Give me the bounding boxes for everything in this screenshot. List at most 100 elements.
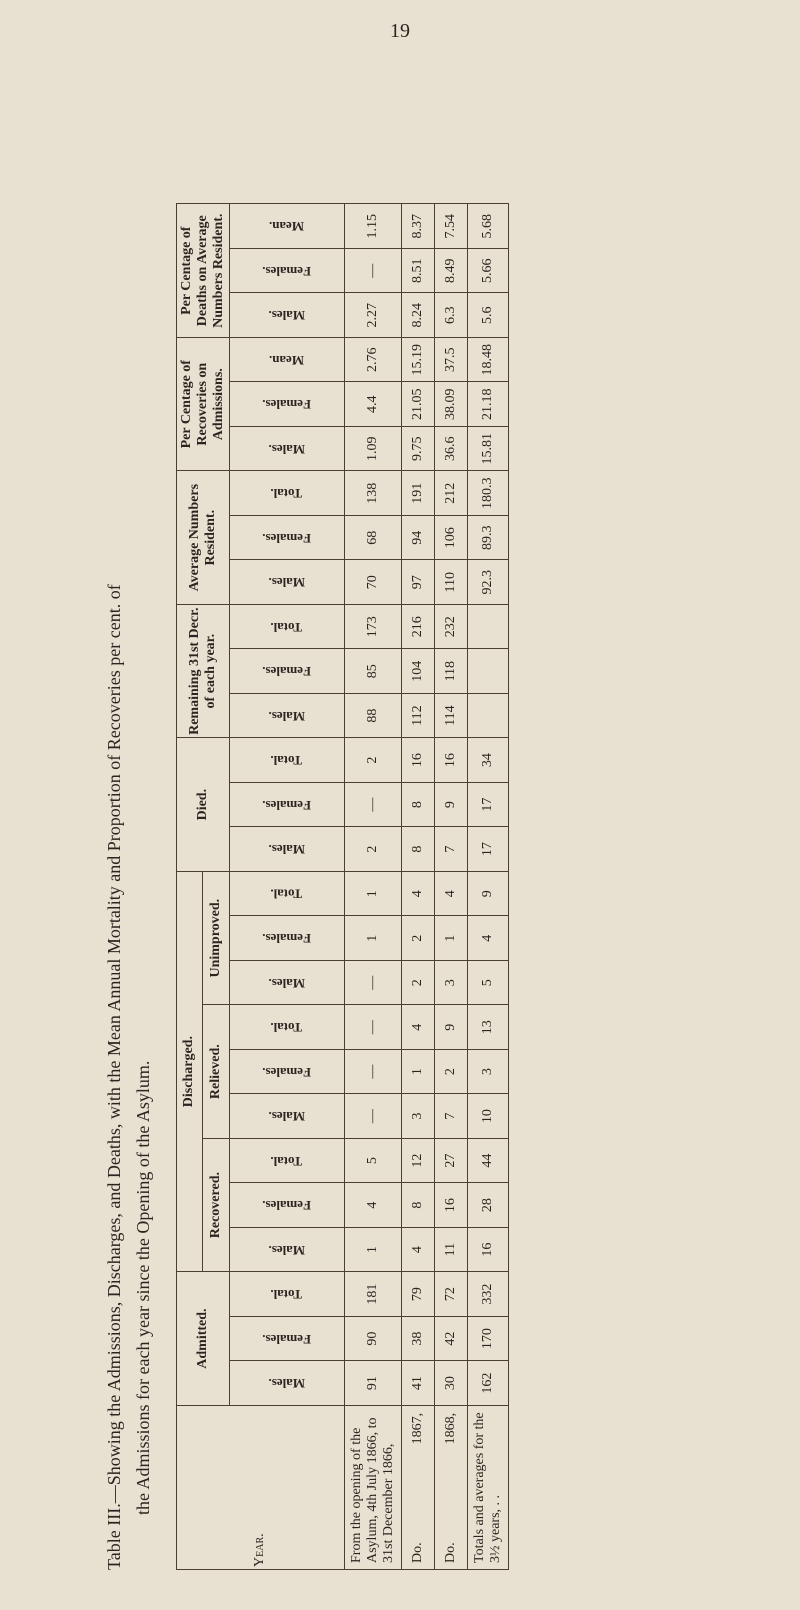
cell: 7 bbox=[434, 827, 467, 871]
table-row: Do. 1867, 41 38 79 4 8 12 3 1 4 2 2 4 8 bbox=[401, 71, 434, 1570]
cell: 110 bbox=[434, 560, 467, 604]
cell: 2 bbox=[401, 960, 434, 1004]
cell: 11 bbox=[434, 1227, 467, 1271]
cell: 9 bbox=[434, 1005, 467, 1049]
page: 19 Table III.—Showing the Admissions, Di… bbox=[20, 20, 780, 43]
header-relieved: Relieved. bbox=[203, 1005, 230, 1138]
cell-year: Do. 1868, bbox=[434, 1405, 467, 1569]
header-total: Total. bbox=[229, 1138, 344, 1182]
cell: 9 bbox=[467, 871, 508, 916]
header-females: Females. bbox=[229, 782, 344, 826]
cell: 6.3 bbox=[434, 293, 467, 337]
cell: 18.48 bbox=[467, 337, 508, 382]
header-males: Males. bbox=[229, 426, 344, 470]
cell: 4 bbox=[401, 871, 434, 916]
cell: 8 bbox=[401, 1183, 434, 1227]
header-recovered: Recovered. bbox=[203, 1138, 230, 1271]
table-row-totals: Totals and averages for the 3½ years, . … bbox=[467, 71, 508, 1570]
cell: 173 bbox=[344, 604, 401, 649]
cell: 36.6 bbox=[434, 426, 467, 470]
cell: 37.5 bbox=[434, 337, 467, 382]
cell: 97 bbox=[401, 560, 434, 604]
cell: 4 bbox=[401, 1005, 434, 1049]
cell: 10 bbox=[467, 1094, 508, 1138]
cell: 3 bbox=[401, 1094, 434, 1138]
header-total: Total. bbox=[229, 604, 344, 649]
cell: 4 bbox=[344, 1183, 401, 1227]
cell: 8.24 bbox=[401, 293, 434, 337]
cell: 79 bbox=[401, 1272, 434, 1317]
cell: 4 bbox=[434, 871, 467, 916]
header-females: Females. bbox=[229, 515, 344, 559]
header-males: Males. bbox=[229, 1361, 344, 1405]
cell: 92.3 bbox=[467, 560, 508, 604]
table-body: From the opening of the Asylum, 4th July… bbox=[344, 71, 508, 1570]
header-females: Females. bbox=[229, 649, 344, 693]
cell: 1.15 bbox=[344, 204, 401, 249]
header-males: Males. bbox=[229, 293, 344, 337]
cell: — bbox=[344, 960, 401, 1004]
cell: 94 bbox=[401, 515, 434, 559]
header-females: Females. bbox=[229, 916, 344, 960]
header-admitted: Admitted. bbox=[176, 1272, 229, 1405]
cell: 106 bbox=[434, 515, 467, 559]
cell: 8 bbox=[401, 827, 434, 871]
cell: 41 bbox=[401, 1361, 434, 1405]
cell: 138 bbox=[344, 471, 401, 516]
header-pct-deaths: Per Centage of Deaths on Average Numbers… bbox=[176, 204, 229, 337]
cell: 1 bbox=[344, 916, 401, 960]
table-caption: Table III.—Showing the Admissions, Disch… bbox=[100, 70, 158, 1570]
data-table: Year. Admitted. Discharged. Died. Remain… bbox=[176, 70, 509, 1570]
cell: 38.09 bbox=[434, 382, 467, 426]
cell: 5.68 bbox=[467, 204, 508, 249]
cell: — bbox=[344, 249, 401, 293]
table-row: Do. 1868, 30 42 72 11 16 27 7 2 9 3 1 4 … bbox=[434, 71, 467, 1570]
cell: 212 bbox=[434, 471, 467, 516]
header-males: Males. bbox=[229, 960, 344, 1004]
cell: 5 bbox=[467, 960, 508, 1004]
cell: 118 bbox=[434, 649, 467, 693]
header-females: Females. bbox=[229, 382, 344, 426]
cell: 1 bbox=[344, 1227, 401, 1271]
cell: 4.4 bbox=[344, 382, 401, 426]
header-total: Total. bbox=[229, 738, 344, 783]
cell: 4 bbox=[467, 916, 508, 960]
cell: 8 bbox=[401, 782, 434, 826]
cell: 72 bbox=[434, 1272, 467, 1317]
cell: 1.09 bbox=[344, 426, 401, 470]
header-females: Females. bbox=[229, 1316, 344, 1360]
cell: 1 bbox=[344, 871, 401, 916]
cell: 5.66 bbox=[467, 249, 508, 293]
cell: 5.6 bbox=[467, 293, 508, 337]
header-males: Males. bbox=[229, 827, 344, 871]
cell: 44 bbox=[467, 1138, 508, 1182]
cell-year: From the opening of the Asylum, 4th July… bbox=[344, 1405, 401, 1569]
cell-year: Totals and averages for the 3½ years, . … bbox=[467, 1405, 508, 1569]
cell: 1 bbox=[401, 1049, 434, 1093]
table-header: Year. Admitted. Discharged. Died. Remain… bbox=[176, 71, 344, 1570]
cell bbox=[467, 604, 508, 649]
cell: 70 bbox=[344, 560, 401, 604]
header-died: Died. bbox=[176, 738, 229, 871]
cell: 16 bbox=[467, 1227, 508, 1271]
cell: 8.49 bbox=[434, 249, 467, 293]
table-container: Table III.—Showing the Admissions, Disch… bbox=[100, 70, 509, 1570]
cell: 15.81 bbox=[467, 426, 508, 470]
cell: 12 bbox=[401, 1138, 434, 1182]
cell: 1 bbox=[434, 916, 467, 960]
cell: 104 bbox=[401, 649, 434, 693]
header-males: Males. bbox=[229, 1227, 344, 1271]
header-males: Males. bbox=[229, 560, 344, 604]
cell: 16 bbox=[434, 1183, 467, 1227]
cell: 91 bbox=[344, 1361, 401, 1405]
cell: 34 bbox=[467, 738, 508, 783]
header-females: Females. bbox=[229, 1049, 344, 1093]
cell: 114 bbox=[434, 693, 467, 737]
cell: 2 bbox=[344, 827, 401, 871]
cell: 8.51 bbox=[401, 249, 434, 293]
cell: 162 bbox=[467, 1361, 508, 1405]
cell: 16 bbox=[401, 738, 434, 783]
cell bbox=[467, 693, 508, 737]
cell: — bbox=[344, 782, 401, 826]
header-average: Average Numbers Resident. bbox=[176, 471, 229, 604]
